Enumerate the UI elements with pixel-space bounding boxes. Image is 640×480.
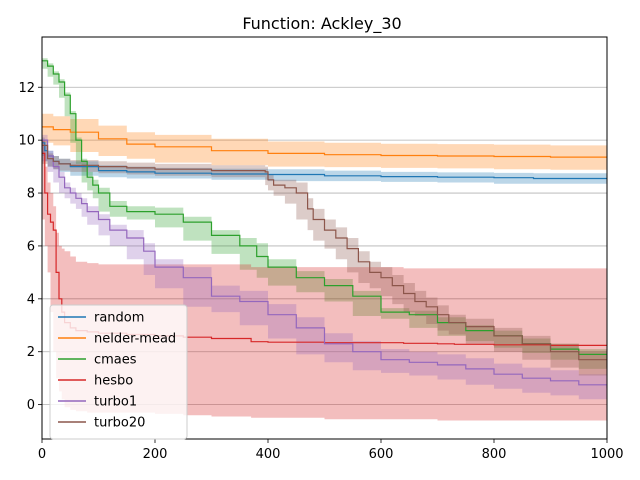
legend-label-hesbo: hesbo bbox=[94, 374, 133, 389]
legend-label-nelder-mead: nelder-mead bbox=[94, 332, 176, 347]
y-tick-label-0: 0 bbox=[27, 398, 35, 413]
y-tick-label-12: 12 bbox=[18, 81, 35, 96]
legend-label-turbo20: turbo20 bbox=[94, 416, 145, 431]
line-nelder-mead bbox=[42, 126, 607, 158]
x-tick-label-400: 400 bbox=[256, 447, 281, 462]
line-cmaes bbox=[42, 60, 607, 360]
line-turbo20 bbox=[42, 144, 607, 368]
legend-label-random: random bbox=[94, 311, 144, 326]
x-tick-label-800: 800 bbox=[482, 447, 507, 462]
band-turbo20 bbox=[42, 140, 607, 376]
legend-label-turbo1: turbo1 bbox=[94, 395, 137, 410]
x-tick-label-600: 600 bbox=[369, 447, 394, 462]
legend: random nelder-mead cmaes hesbo turbo1 turbo20 bbox=[49, 304, 188, 440]
x-tick-label-0: 0 bbox=[38, 447, 46, 462]
y-tick-label-8: 8 bbox=[27, 187, 35, 202]
y-tick-label-10: 10 bbox=[18, 134, 35, 149]
x-axis: 0 200 400 600 800 1000 bbox=[38, 439, 624, 462]
legend-label-cmaes: cmaes bbox=[94, 353, 137, 368]
chart-title: Function: Ackley_30 bbox=[242, 14, 401, 34]
line-turbo1 bbox=[42, 139, 607, 389]
x-tick-label-200: 200 bbox=[143, 447, 168, 462]
y-tick-label-2: 2 bbox=[27, 345, 35, 360]
y-tick-label-6: 6 bbox=[27, 239, 35, 254]
y-axis: 0 2 4 6 8 10 12 bbox=[18, 81, 42, 413]
band-random bbox=[42, 137, 607, 184]
plot-frame bbox=[41, 36, 608, 440]
y-tick-label-4: 4 bbox=[27, 292, 35, 307]
x-tick-label-1000: 1000 bbox=[590, 447, 623, 462]
